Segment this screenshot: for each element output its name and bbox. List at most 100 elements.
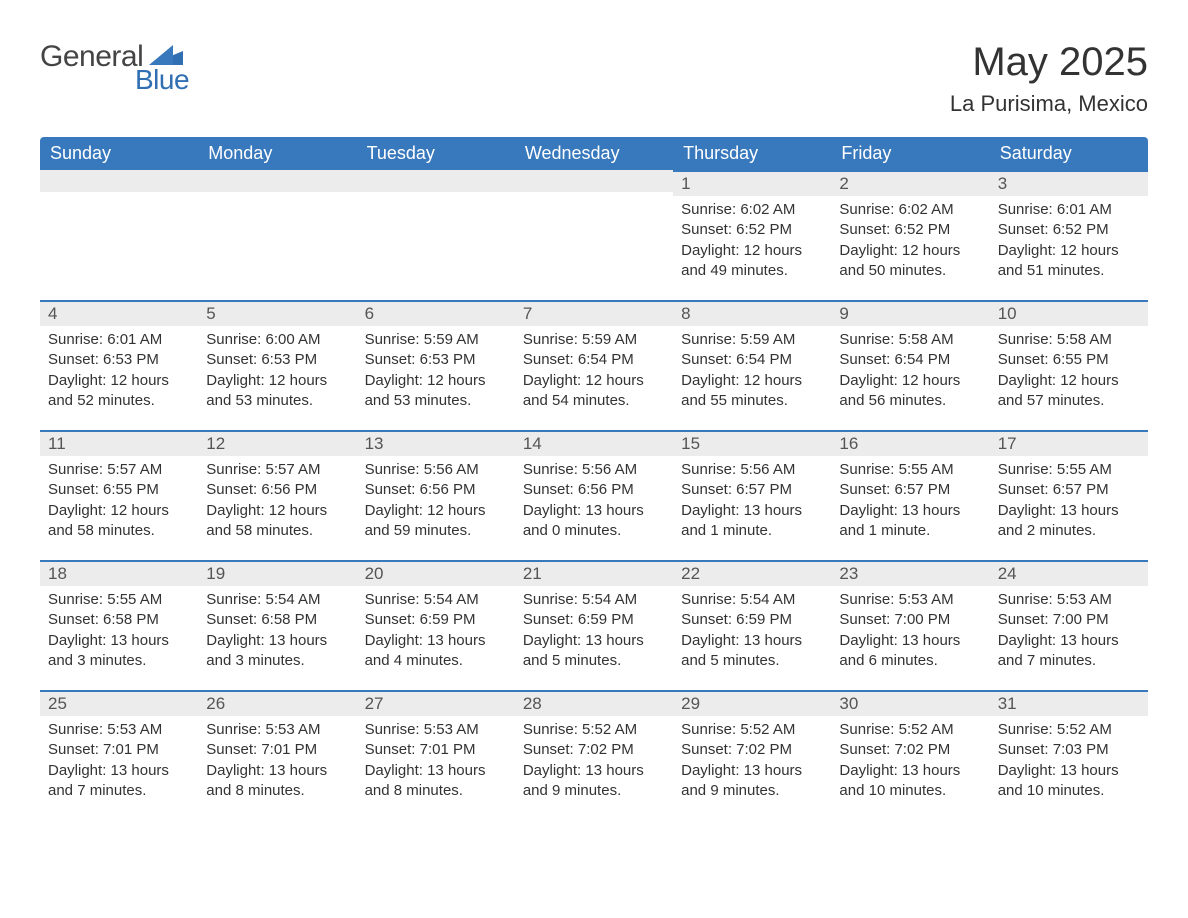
day-number: 2 [831, 170, 989, 196]
day-number: 18 [40, 560, 198, 586]
day-data: Sunrise: 5:53 AMSunset: 7:01 PMDaylight:… [40, 716, 198, 801]
calendar-cell [357, 170, 515, 300]
brand-logo: General Blue [40, 40, 189, 96]
calendar-cell: 15Sunrise: 5:56 AMSunset: 6:57 PMDayligh… [673, 430, 831, 560]
daylight-line: Daylight: 13 hours and 0 minutes. [523, 501, 665, 542]
day-number: 14 [515, 430, 673, 456]
day-data: Sunrise: 5:52 AMSunset: 7:02 PMDaylight:… [673, 716, 831, 801]
sunrise-line: Sunrise: 5:58 AM [998, 330, 1140, 350]
weekday-header: Tuesday [357, 137, 515, 170]
calendar-cell: 31Sunrise: 5:52 AMSunset: 7:03 PMDayligh… [990, 690, 1148, 820]
daylight-line: Daylight: 13 hours and 2 minutes. [998, 501, 1140, 542]
daylight-line: Daylight: 13 hours and 6 minutes. [839, 631, 981, 672]
day-data: Sunrise: 6:01 AMSunset: 6:52 PMDaylight:… [990, 196, 1148, 281]
calendar-cell: 3Sunrise: 6:01 AMSunset: 6:52 PMDaylight… [990, 170, 1148, 300]
sunrise-line: Sunrise: 5:59 AM [365, 330, 507, 350]
sunset-line: Sunset: 7:02 PM [523, 740, 665, 760]
weekday-header: Sunday [40, 137, 198, 170]
sunrise-line: Sunrise: 6:01 AM [48, 330, 190, 350]
weekday-header: Monday [198, 137, 356, 170]
day-number: 23 [831, 560, 989, 586]
empty-day [515, 170, 673, 192]
sunset-line: Sunset: 6:52 PM [681, 220, 823, 240]
calendar-header-row: SundayMondayTuesdayWednesdayThursdayFrid… [40, 137, 1148, 170]
daylight-line: Daylight: 13 hours and 1 minute. [839, 501, 981, 542]
day-number: 24 [990, 560, 1148, 586]
sunrise-line: Sunrise: 5:59 AM [523, 330, 665, 350]
calendar-cell: 18Sunrise: 5:55 AMSunset: 6:58 PMDayligh… [40, 560, 198, 690]
day-number: 11 [40, 430, 198, 456]
sunrise-line: Sunrise: 5:52 AM [839, 720, 981, 740]
calendar-cell: 4Sunrise: 6:01 AMSunset: 6:53 PMDaylight… [40, 300, 198, 430]
sunset-line: Sunset: 7:00 PM [998, 610, 1140, 630]
sunset-line: Sunset: 6:58 PM [206, 610, 348, 630]
day-number: 13 [357, 430, 515, 456]
day-number: 31 [990, 690, 1148, 716]
calendar-cell: 19Sunrise: 5:54 AMSunset: 6:58 PMDayligh… [198, 560, 356, 690]
day-number: 26 [198, 690, 356, 716]
sunrise-line: Sunrise: 5:54 AM [365, 590, 507, 610]
calendar-cell: 29Sunrise: 5:52 AMSunset: 7:02 PMDayligh… [673, 690, 831, 820]
day-data: Sunrise: 5:57 AMSunset: 6:55 PMDaylight:… [40, 456, 198, 541]
sunrise-line: Sunrise: 5:53 AM [839, 590, 981, 610]
calendar-table: SundayMondayTuesdayWednesdayThursdayFrid… [40, 137, 1148, 820]
day-data: Sunrise: 5:58 AMSunset: 6:54 PMDaylight:… [831, 326, 989, 411]
calendar-cell: 10Sunrise: 5:58 AMSunset: 6:55 PMDayligh… [990, 300, 1148, 430]
daylight-line: Daylight: 12 hours and 52 minutes. [48, 371, 190, 412]
empty-day [357, 170, 515, 192]
day-number: 29 [673, 690, 831, 716]
day-data: Sunrise: 5:55 AMSunset: 6:57 PMDaylight:… [990, 456, 1148, 541]
day-data: Sunrise: 6:02 AMSunset: 6:52 PMDaylight:… [673, 196, 831, 281]
calendar-cell: 23 Sunrise: 5:53 AMSunset: 7:00 PMDayligh… [831, 560, 989, 690]
sunset-line: Sunset: 7:02 PM [839, 740, 981, 760]
day-number: 7 [515, 300, 673, 326]
daylight-line: Daylight: 13 hours and 4 minutes. [365, 631, 507, 672]
calendar-cell: 21Sunrise: 5:54 AMSunset: 6:59 PMDayligh… [515, 560, 673, 690]
day-data: Sunrise: 5:59 AMSunset: 6:54 PMDaylight:… [515, 326, 673, 411]
calendar-cell: 16Sunrise: 5:55 AMSunset: 6:57 PMDayligh… [831, 430, 989, 560]
calendar-cell: 6Sunrise: 5:59 AMSunset: 6:53 PMDaylight… [357, 300, 515, 430]
daylight-line: Daylight: 13 hours and 9 minutes. [523, 761, 665, 802]
sunset-line: Sunset: 6:52 PM [839, 220, 981, 240]
daylight-line: Daylight: 12 hours and 53 minutes. [365, 371, 507, 412]
daylight-line: Daylight: 12 hours and 58 minutes. [48, 501, 190, 542]
daylight-line: Daylight: 13 hours and 5 minutes. [681, 631, 823, 672]
calendar-body: 1Sunrise: 6:02 AMSunset: 6:52 PMDaylight… [40, 170, 1148, 820]
sunrise-line: Sunrise: 5:54 AM [206, 590, 348, 610]
sunset-line: Sunset: 6:54 PM [523, 350, 665, 370]
sunrise-line: Sunrise: 5:52 AM [998, 720, 1140, 740]
weekday-header: Wednesday [515, 137, 673, 170]
sunset-line: Sunset: 6:57 PM [839, 480, 981, 500]
sunset-line: Sunset: 7:01 PM [48, 740, 190, 760]
calendar-cell: 24Sunrise: 5:53 AMSunset: 7:00 PMDayligh… [990, 560, 1148, 690]
sunset-line: Sunset: 7:01 PM [206, 740, 348, 760]
day-data: Sunrise: 5:59 AMSunset: 6:54 PMDaylight:… [673, 326, 831, 411]
calendar-cell: 26Sunrise: 5:53 AMSunset: 7:01 PMDayligh… [198, 690, 356, 820]
sunrise-line: Sunrise: 5:52 AM [523, 720, 665, 740]
day-data: Sunrise: 5:54 AMSunset: 6:59 PMDaylight:… [673, 586, 831, 671]
calendar-cell: 11Sunrise: 5:57 AMSunset: 6:55 PMDayligh… [40, 430, 198, 560]
brand-blue-text: Blue [135, 64, 189, 96]
sunset-line: Sunset: 6:54 PM [681, 350, 823, 370]
day-number: 27 [357, 690, 515, 716]
day-data: Sunrise: 6:01 AMSunset: 6:53 PMDaylight:… [40, 326, 198, 411]
daylight-line: Daylight: 13 hours and 7 minutes. [48, 761, 190, 802]
daylight-line: Daylight: 13 hours and 9 minutes. [681, 761, 823, 802]
sunrise-line: Sunrise: 5:56 AM [681, 460, 823, 480]
sunrise-line: Sunrise: 6:02 AM [681, 200, 823, 220]
calendar-cell: 7Sunrise: 5:59 AMSunset: 6:54 PMDaylight… [515, 300, 673, 430]
calendar-cell: 2Sunrise: 6:02 AMSunset: 6:52 PMDaylight… [831, 170, 989, 300]
calendar-cell: 28Sunrise: 5:52 AMSunset: 7:02 PMDayligh… [515, 690, 673, 820]
sunset-line: Sunset: 7:01 PM [365, 740, 507, 760]
day-number: 21 [515, 560, 673, 586]
day-data: Sunrise: 5:58 AMSunset: 6:55 PMDaylight:… [990, 326, 1148, 411]
day-data: Sunrise: 6:02 AMSunset: 6:52 PMDaylight:… [831, 196, 989, 281]
daylight-line: Daylight: 12 hours and 55 minutes. [681, 371, 823, 412]
sunset-line: Sunset: 7:00 PM [839, 610, 981, 630]
sunset-line: Sunset: 6:57 PM [998, 480, 1140, 500]
sunrise-line: Sunrise: 6:02 AM [839, 200, 981, 220]
day-data: Sunrise: 5:55 AMSunset: 6:58 PMDaylight:… [40, 586, 198, 671]
daylight-line: Daylight: 12 hours and 59 minutes. [365, 501, 507, 542]
empty-day [40, 170, 198, 192]
day-data: Sunrise: 5:52 AMSunset: 7:03 PMDaylight:… [990, 716, 1148, 801]
